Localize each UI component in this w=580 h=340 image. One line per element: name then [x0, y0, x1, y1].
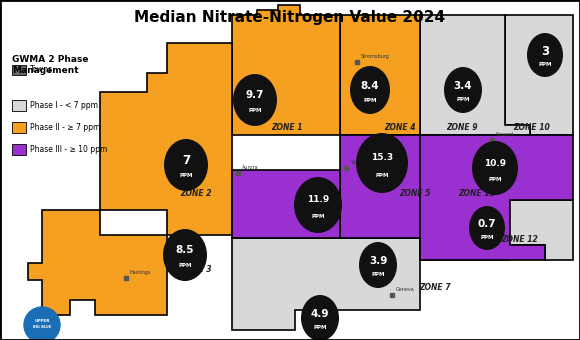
Text: ZONE 7: ZONE 7 — [419, 284, 451, 292]
Text: Phase II - ≥ 7 ppm: Phase II - ≥ 7 ppm — [30, 123, 100, 132]
Ellipse shape — [527, 33, 563, 77]
Text: ZONE 6: ZONE 6 — [299, 214, 331, 222]
Text: PPM: PPM — [488, 177, 502, 182]
Polygon shape — [340, 135, 420, 238]
Text: Phase III - ≥ 10 ppm: Phase III - ≥ 10 ppm — [30, 145, 107, 154]
Ellipse shape — [294, 177, 342, 233]
Text: Geneva: Geneva — [396, 287, 415, 292]
Polygon shape — [420, 135, 573, 260]
Polygon shape — [420, 200, 573, 260]
Text: 3: 3 — [541, 45, 549, 57]
Text: PPM: PPM — [538, 62, 552, 67]
Text: PPM: PPM — [371, 272, 385, 277]
Text: Seward: Seward — [496, 132, 514, 137]
Text: PPM: PPM — [480, 235, 494, 240]
Text: PPM: PPM — [375, 173, 389, 178]
Ellipse shape — [164, 139, 208, 191]
Ellipse shape — [301, 295, 339, 340]
Text: Aurora: Aurora — [242, 165, 259, 170]
Text: PPM: PPM — [178, 264, 192, 268]
Text: 7: 7 — [182, 154, 190, 167]
Text: ZONE 2: ZONE 2 — [180, 188, 212, 198]
Polygon shape — [420, 15, 530, 135]
Text: Stromsburg: Stromsburg — [361, 54, 390, 59]
Circle shape — [24, 307, 60, 340]
Polygon shape — [232, 170, 340, 238]
Text: ZONE 12: ZONE 12 — [502, 236, 538, 244]
Text: ZONE 11: ZONE 11 — [459, 188, 495, 198]
Text: PPM: PPM — [248, 108, 262, 114]
Ellipse shape — [163, 229, 207, 281]
Bar — [12, 100, 26, 111]
Polygon shape — [232, 238, 420, 330]
Text: UPPER: UPPER — [34, 319, 50, 323]
Text: ZONE 3: ZONE 3 — [180, 266, 212, 274]
Ellipse shape — [350, 66, 390, 114]
Text: PPM: PPM — [456, 97, 470, 102]
Text: 10.9: 10.9 — [484, 159, 506, 168]
Text: Towns: Towns — [30, 66, 53, 74]
Text: GWMA 2 Phase
Management: GWMA 2 Phase Management — [12, 55, 89, 75]
Text: 8.4: 8.4 — [361, 81, 379, 91]
Text: 15.3: 15.3 — [371, 153, 393, 162]
Polygon shape — [340, 15, 420, 135]
Text: ZONE 10: ZONE 10 — [514, 122, 550, 132]
Text: Phase I - < 7 ppm: Phase I - < 7 ppm — [30, 101, 98, 110]
Text: ZONE 4: ZONE 4 — [384, 122, 416, 132]
Ellipse shape — [469, 206, 505, 250]
Text: ZONE 5: ZONE 5 — [399, 188, 431, 198]
Text: 8.5: 8.5 — [176, 245, 194, 255]
Ellipse shape — [356, 133, 408, 193]
Ellipse shape — [472, 141, 518, 195]
Text: Median Nitrate-Nitrogen Value 2024: Median Nitrate-Nitrogen Value 2024 — [135, 10, 445, 25]
Text: Hastings: Hastings — [130, 270, 151, 275]
Text: PPM: PPM — [179, 173, 193, 178]
Polygon shape — [232, 5, 340, 135]
Text: PPM: PPM — [363, 98, 377, 103]
Ellipse shape — [233, 74, 277, 126]
Text: 4.9: 4.9 — [311, 309, 329, 319]
Text: York: York — [350, 160, 360, 165]
Bar — [12, 122, 26, 133]
Polygon shape — [28, 210, 167, 315]
Ellipse shape — [444, 67, 482, 113]
Text: 11.9: 11.9 — [307, 195, 329, 204]
Polygon shape — [505, 15, 573, 135]
Polygon shape — [100, 43, 232, 235]
Text: PPM: PPM — [313, 325, 327, 330]
Text: ZONE 1: ZONE 1 — [271, 122, 303, 132]
Bar — [12, 65, 26, 75]
Ellipse shape — [359, 242, 397, 288]
Text: ZONE 9: ZONE 9 — [446, 122, 478, 132]
Text: 3.4: 3.4 — [454, 81, 472, 91]
Bar — [12, 144, 26, 155]
Text: 3.9: 3.9 — [369, 256, 387, 266]
Text: 0.7: 0.7 — [478, 219, 496, 229]
Text: BIG BLUE: BIG BLUE — [33, 325, 51, 329]
Text: PPM: PPM — [311, 214, 325, 219]
Text: 9.7: 9.7 — [246, 90, 264, 100]
